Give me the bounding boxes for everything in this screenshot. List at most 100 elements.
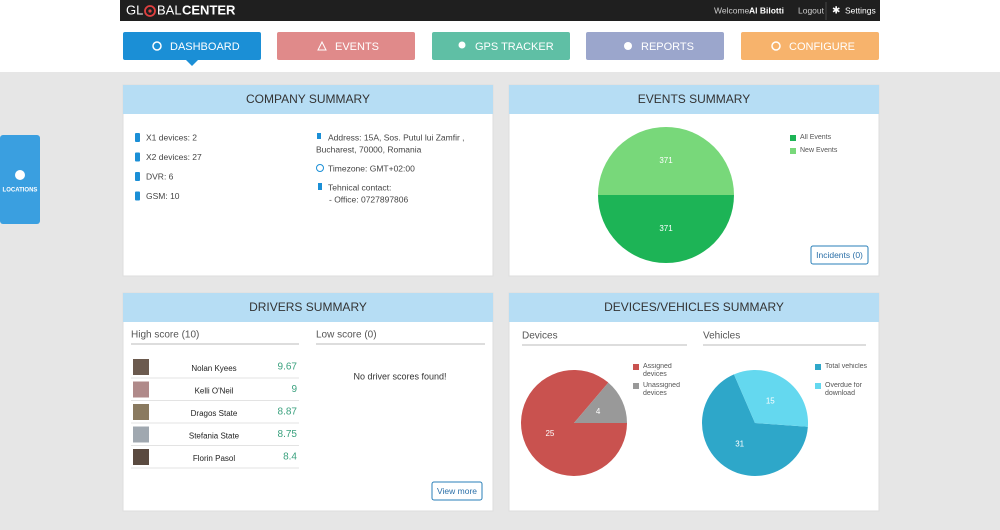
settings[interactable]: Settings bbox=[845, 5, 876, 15]
driver-name: Stefania State bbox=[189, 432, 240, 441]
view-more-label: View more bbox=[437, 486, 477, 496]
legend-label: New Events bbox=[800, 147, 838, 154]
pie-slice bbox=[702, 374, 808, 476]
section-title: Low score (0) bbox=[316, 330, 377, 341]
slice-label: 371 bbox=[659, 224, 673, 233]
pie-slice bbox=[733, 370, 808, 427]
avatar bbox=[133, 404, 149, 420]
driver-score: 9 bbox=[291, 384, 297, 395]
welcome: Welcome bbox=[714, 5, 750, 15]
avatar bbox=[133, 426, 149, 443]
nav-icon bbox=[152, 41, 162, 51]
nav-button[interactable] bbox=[432, 32, 570, 60]
nav-button[interactable] bbox=[741, 32, 879, 60]
legend-swatch bbox=[815, 364, 821, 370]
slice-label: 15 bbox=[766, 396, 775, 405]
panel-title: DRIVERS SUMMARY bbox=[249, 300, 367, 314]
nav-label: CONFIGURE bbox=[789, 41, 855, 53]
panel-header bbox=[123, 85, 493, 114]
legend-label: Unassigned devices bbox=[643, 382, 680, 397]
nav-label: REPORTS bbox=[641, 41, 694, 53]
panel-title: EVENTS SUMMARY bbox=[638, 92, 750, 106]
pie-slice bbox=[574, 382, 627, 423]
driver-name: Nolan Kyees bbox=[191, 364, 236, 373]
panel bbox=[122, 292, 494, 512]
device-count: X2 devices: 27 bbox=[146, 152, 202, 162]
legend-label: Total vehicles bbox=[825, 363, 868, 370]
side-tab-label: LOCATIONS bbox=[3, 188, 38, 194]
legend-label: All Events bbox=[800, 134, 832, 141]
user-name: Al Bilotti bbox=[749, 5, 784, 15]
legend-entry: New Events bbox=[800, 147, 838, 154]
panel-header bbox=[509, 85, 879, 114]
nav-icon bbox=[624, 42, 632, 50]
nav-button[interactable] bbox=[123, 32, 261, 60]
contact: - Office: 0727897806 bbox=[329, 194, 409, 204]
section-title: High score (10) bbox=[131, 330, 199, 341]
device-count: DVR: 6 bbox=[146, 171, 174, 181]
device-icon bbox=[135, 191, 140, 201]
nav-button[interactable] bbox=[586, 32, 724, 60]
legend-swatch bbox=[815, 383, 821, 389]
contact: Tehnical contact: bbox=[328, 182, 391, 192]
driver-name: Dragos State bbox=[191, 409, 238, 418]
legend-label: Assigned devices bbox=[643, 363, 672, 378]
legend-entry: Assigned devices bbox=[643, 363, 672, 378]
logo-left: GL bbox=[126, 2, 143, 17]
address-icon bbox=[317, 133, 321, 139]
nav-icon bbox=[771, 41, 781, 51]
nav-icon bbox=[317, 40, 327, 51]
legend-entry: Total vehicles bbox=[825, 363, 868, 370]
panel-header bbox=[123, 293, 493, 322]
device-count: X1 devices: 2 bbox=[146, 132, 197, 142]
nav-button[interactable] bbox=[277, 32, 415, 60]
panel-header bbox=[509, 293, 879, 322]
legend-swatch bbox=[790, 148, 796, 154]
avatar bbox=[133, 449, 149, 465]
panel-title: COMPANY SUMMARY bbox=[246, 92, 370, 106]
nav-label: DASHBOARD bbox=[170, 41, 240, 53]
nav-icon bbox=[458, 41, 466, 49]
logo-icon-dot bbox=[148, 9, 152, 13]
view-more-button[interactable] bbox=[431, 481, 483, 501]
address: Address: 15A, Sos. Putul lui Zamfir , bbox=[328, 132, 465, 142]
slice-label: 31 bbox=[735, 440, 744, 449]
driver-score: 8.87 bbox=[278, 407, 298, 418]
driver-name: Kelli O'Neil bbox=[195, 387, 234, 396]
device-icon bbox=[135, 172, 140, 181]
empty-message: No driver scores found! bbox=[353, 371, 446, 381]
device-icon bbox=[135, 152, 140, 162]
header-bar bbox=[120, 0, 880, 21]
panel-title: DEVICES/VEHICLES SUMMARY bbox=[604, 300, 784, 314]
legend-swatch bbox=[633, 364, 639, 370]
settings-icon: ✱ bbox=[832, 6, 840, 17]
nav-label: GPS TRACKER bbox=[475, 41, 554, 53]
incidents-button[interactable] bbox=[810, 245, 869, 265]
driver-score: 8.75 bbox=[278, 429, 298, 440]
legend-swatch bbox=[633, 383, 639, 389]
nav-label: EVENTS bbox=[335, 41, 379, 53]
legend-entry: Overdue for download bbox=[825, 382, 862, 397]
legend-label: Overdue for download bbox=[825, 382, 862, 397]
incidents-label: Incidents (0) bbox=[816, 250, 863, 260]
pie-slice bbox=[598, 127, 734, 195]
driver-score: 9.67 bbox=[278, 362, 298, 373]
slice-label: 25 bbox=[545, 429, 554, 438]
logout[interactable]: Logout bbox=[798, 5, 825, 15]
legend-entry: Unassigned devices bbox=[643, 382, 680, 397]
section-title: Devices bbox=[522, 331, 558, 342]
panel bbox=[122, 84, 494, 277]
address: Bucharest, 70000, Romania bbox=[316, 144, 422, 154]
section-title: Vehicles bbox=[703, 331, 740, 342]
nav-active-arrow bbox=[186, 60, 198, 66]
avatar bbox=[133, 381, 149, 398]
device-icon bbox=[135, 133, 140, 142]
slice-label: 371 bbox=[659, 156, 673, 165]
side-tab-icon bbox=[15, 170, 25, 180]
contact-icon bbox=[318, 183, 322, 190]
driver-name: Florin Pasol bbox=[193, 454, 235, 463]
legend-swatch bbox=[790, 135, 796, 141]
avatar bbox=[133, 359, 149, 375]
slice-label: 4 bbox=[596, 407, 601, 416]
timezone-icon bbox=[316, 164, 324, 172]
